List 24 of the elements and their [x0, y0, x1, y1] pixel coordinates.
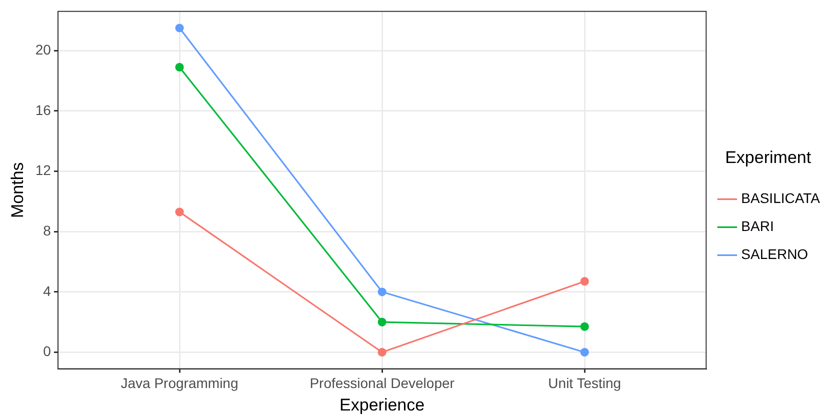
- y-tick-label: 16: [35, 102, 52, 118]
- x-tick-label: Java Programming: [120, 375, 238, 392]
- point: [378, 288, 386, 296]
- y-tick-label: 0: [43, 343, 52, 360]
- y-tick-label: 12: [35, 162, 52, 178]
- y-tick-label: 8: [43, 222, 52, 238]
- y-axis-title: Months: [8, 162, 27, 218]
- y-tick-label: 4: [43, 282, 52, 299]
- point: [378, 348, 386, 357]
- point: [580, 277, 589, 286]
- legend-label: BARI: [741, 218, 774, 234]
- point: [378, 318, 386, 326]
- legend-title: Experiment: [725, 148, 812, 167]
- point: [175, 24, 184, 32]
- x-axis-title: Experience: [340, 395, 425, 414]
- point: [175, 208, 184, 216]
- point: [580, 322, 589, 331]
- y-tick-label: 20: [35, 41, 52, 58]
- x-tick-label: Unit Testing: [548, 375, 622, 392]
- legend-label: SALERNO: [741, 246, 808, 262]
- x-tick-label: Professional Developer: [310, 375, 455, 392]
- point: [580, 348, 589, 357]
- point: [175, 62, 184, 72]
- legend-label: BASILICATA: [741, 190, 821, 206]
